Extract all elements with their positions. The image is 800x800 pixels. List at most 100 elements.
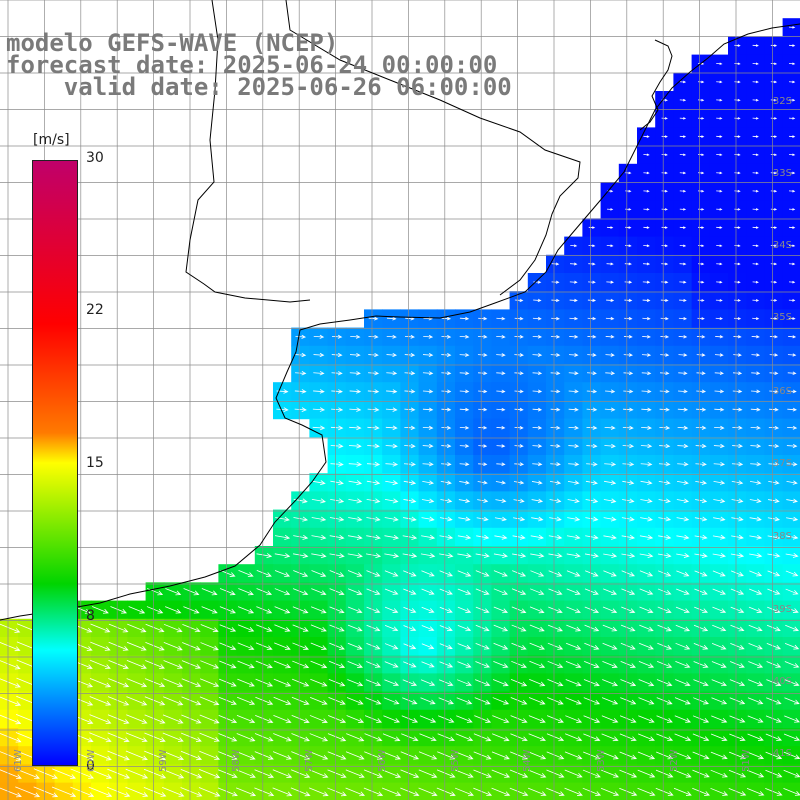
wind-arrow	[676, 588, 690, 595]
wind-arrow	[679, 189, 687, 193]
wind-arrow	[292, 553, 309, 559]
wind-arrow	[126, 714, 148, 724]
wind-arrow	[491, 787, 511, 797]
wind-arrow	[386, 352, 397, 358]
wind-arrow	[422, 353, 434, 357]
wind-speed-cell	[782, 746, 800, 765]
lon-label: 58W	[231, 749, 242, 772]
wind-arrow	[620, 624, 636, 632]
wind-arrow	[788, 62, 796, 66]
wind-arrow	[92, 606, 109, 614]
wind-arrow	[712, 624, 727, 632]
wind-arrow	[383, 715, 401, 723]
wind-arrow	[125, 768, 149, 779]
wind-arrow	[110, 606, 128, 614]
wind-arrow	[346, 697, 364, 705]
wind-arrow	[383, 697, 400, 705]
wind-arrow	[660, 335, 670, 339]
wind-arrow	[493, 624, 509, 632]
wind-arrow	[711, 661, 727, 668]
wind-arrow	[584, 642, 600, 650]
wind-arrow	[531, 516, 544, 522]
wind-arrow	[586, 389, 598, 394]
wind-arrow	[514, 389, 524, 394]
wind-arrow	[510, 697, 528, 705]
wind-arrow	[273, 660, 292, 669]
wind-arrow	[729, 733, 746, 741]
wind-arrow	[347, 570, 363, 577]
wind-speed-cell	[673, 782, 693, 800]
wind-arrow	[640, 461, 653, 467]
wind-arrow	[422, 443, 434, 449]
wind-arrow	[765, 715, 782, 723]
wind-arrow	[585, 480, 598, 485]
wind-arrow	[272, 751, 293, 760]
wind-arrow	[529, 606, 545, 614]
wind-arrow	[659, 389, 670, 394]
wind-arrow	[144, 696, 166, 706]
wind-arrow	[570, 262, 578, 266]
wind-arrow	[642, 280, 651, 284]
wind-arrow	[548, 606, 563, 614]
wind-arrow	[419, 715, 437, 723]
wind-arrow	[676, 534, 690, 540]
wind-arrow	[622, 425, 634, 430]
wind-arrow	[747, 751, 765, 760]
wind-arrow	[605, 335, 615, 339]
wind-arrow	[585, 516, 599, 522]
wind-arrow	[511, 588, 527, 595]
wind-arrow	[695, 462, 707, 467]
wind-speed-cell	[764, 782, 784, 800]
wind-arrow	[765, 769, 783, 778]
wind-arrow	[402, 679, 418, 686]
wind-arrow	[784, 643, 800, 650]
wind-arrow	[716, 117, 723, 120]
wind-speed-cell	[473, 782, 492, 800]
wind-arrow	[528, 751, 547, 760]
lat-label: 39S	[772, 604, 792, 615]
wind-arrow	[384, 679, 400, 687]
lat-label: 34S	[772, 240, 792, 251]
wind-arrow	[770, 189, 778, 193]
wind-arrow	[366, 498, 381, 504]
wind-arrow	[694, 588, 708, 595]
wind-arrow	[88, 786, 113, 798]
wind-arrow	[331, 389, 343, 394]
wind-arrow	[276, 407, 289, 412]
wind-arrow	[731, 534, 744, 540]
wind-arrow	[531, 498, 544, 503]
lat-label: 33S	[772, 168, 792, 179]
wind-arrow	[693, 624, 709, 632]
wind-speed-cell	[564, 782, 583, 800]
wind-arrow	[422, 407, 434, 412]
wind-arrow	[584, 553, 599, 558]
wind-arrow	[347, 588, 363, 595]
wind-arrow	[625, 208, 632, 211]
wind-arrow	[567, 516, 581, 522]
wind-arrow	[641, 425, 652, 430]
wind-arrow	[441, 353, 452, 357]
wind-arrow	[384, 625, 399, 632]
wind-arrow	[752, 135, 759, 138]
wind-arrow	[656, 697, 673, 705]
wind-arrow	[788, 189, 796, 193]
wind-speed-cell	[782, 564, 800, 583]
wind-arrow	[367, 407, 380, 412]
wind-speed-cell	[200, 782, 219, 800]
wind-arrow	[272, 769, 293, 778]
wind-arrow	[496, 407, 506, 412]
wind-arrow	[237, 606, 255, 614]
wind-arrow	[749, 534, 763, 540]
wind-arrow	[655, 769, 674, 778]
wind-arrow	[438, 679, 454, 686]
wind-arrow	[201, 606, 218, 614]
wind-arrow	[274, 642, 291, 651]
wind-arrow	[477, 353, 488, 357]
wind-arrow	[533, 280, 542, 284]
wind-arrow	[658, 480, 671, 485]
wind-arrow	[459, 462, 470, 467]
title-model: modelo GEFS-WAVE (NCEP)	[6, 29, 339, 57]
wind-arrow	[640, 443, 653, 449]
wind-arrow	[697, 135, 705, 138]
wind-speed-cell	[18, 782, 37, 800]
